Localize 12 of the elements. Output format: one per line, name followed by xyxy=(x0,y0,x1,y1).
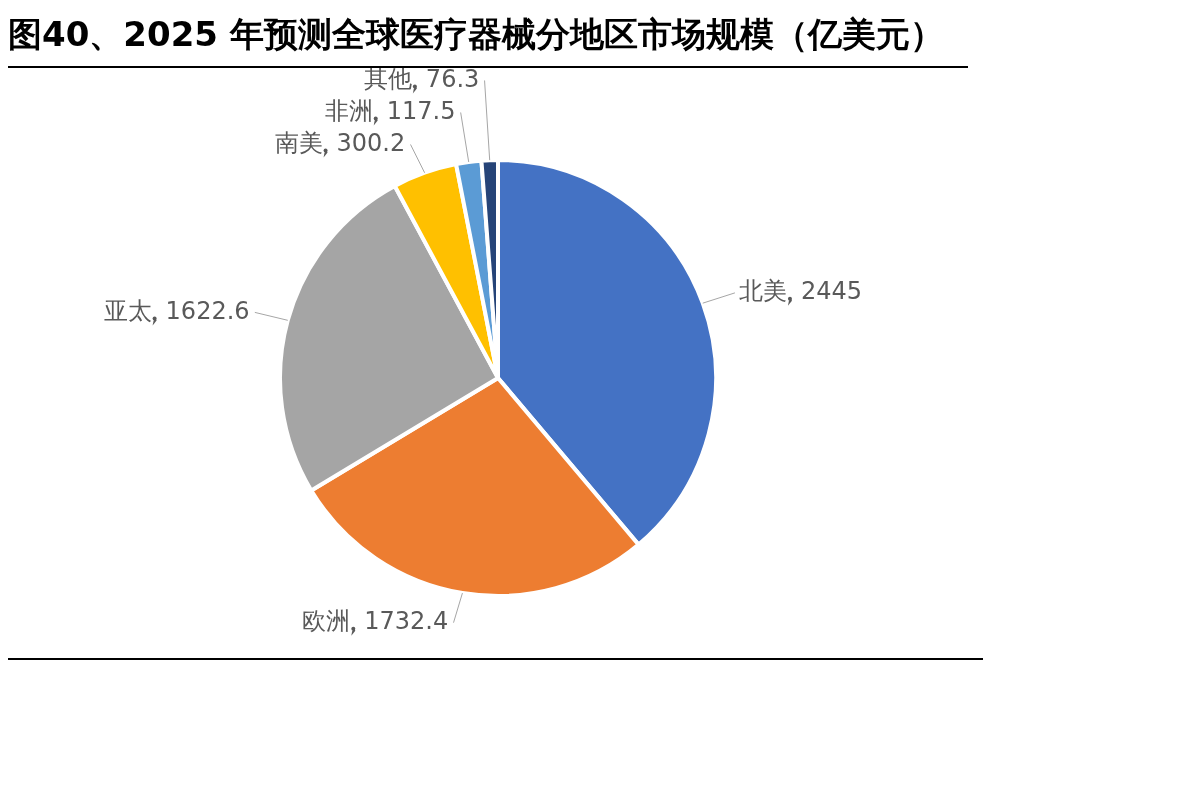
chart-title: 图40、2025 年预测全球医疗器械分地区市场规模（亿美元） xyxy=(8,14,944,54)
slice-label: 欧洲 xyxy=(302,606,351,635)
data-label: 76.3 xyxy=(425,64,480,93)
slice-label: 南美 xyxy=(274,128,323,157)
data-label: 1732.4 xyxy=(364,606,449,635)
data-label: 300.2 xyxy=(336,128,406,157)
slice-label: 非洲 xyxy=(324,96,373,125)
data-label: 1622.6 xyxy=(165,296,250,325)
data-label: 117.5 xyxy=(386,96,456,125)
slice-label: 亚太 xyxy=(103,296,152,325)
slice-label: 北美 xyxy=(738,277,787,306)
data-label: 2445 xyxy=(800,277,863,306)
